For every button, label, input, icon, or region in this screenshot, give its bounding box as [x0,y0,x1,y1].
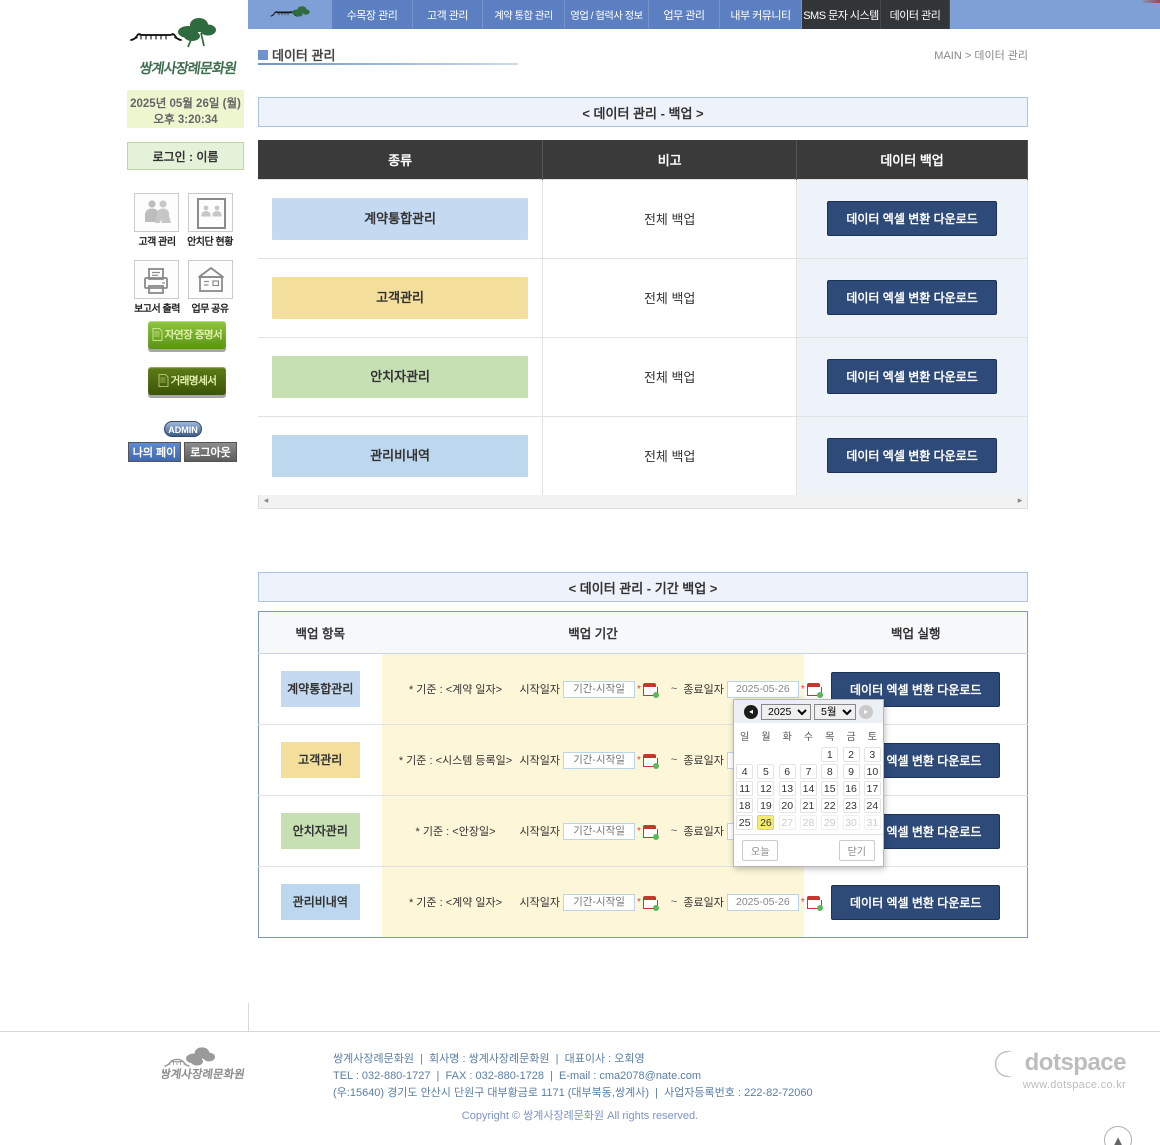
svg-text:쌍계사장례문화원: 쌍계사장례문화원 [162,1067,246,1081]
